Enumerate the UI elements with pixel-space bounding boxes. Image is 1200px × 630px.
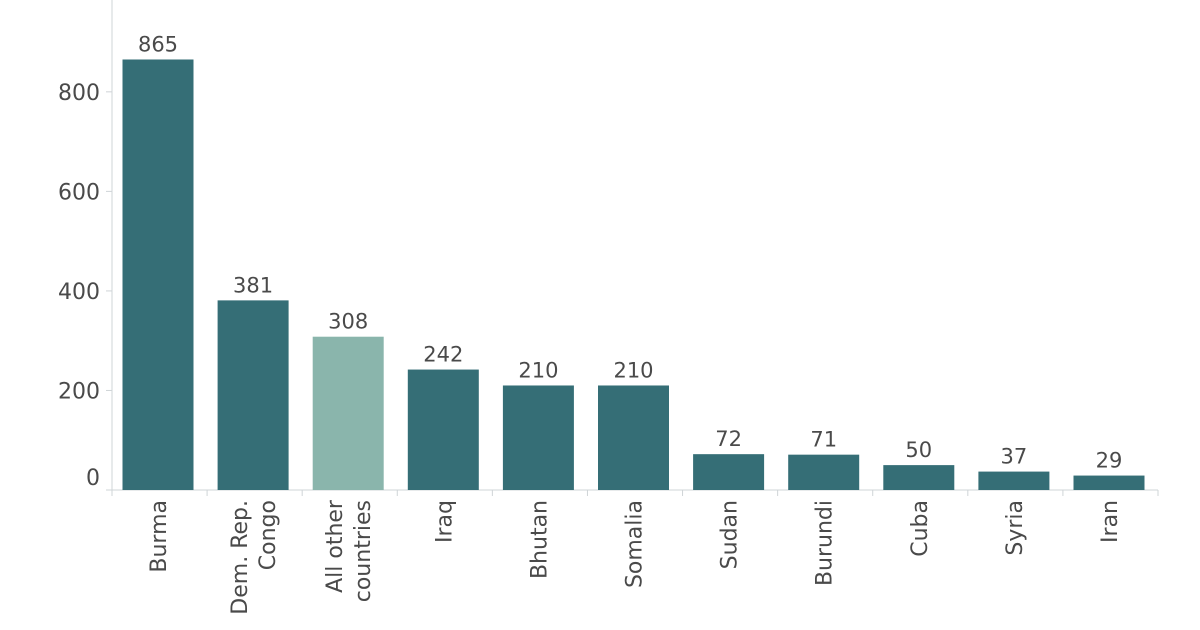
y-tick-label: 200: [58, 379, 100, 404]
x-tick-label: Iran: [1098, 500, 1123, 543]
bar: [1073, 475, 1145, 490]
bar: [407, 369, 479, 490]
x-tick-label: Burundi: [813, 500, 838, 586]
bar: [502, 385, 574, 490]
x-tick-label: Burma: [147, 500, 172, 573]
bar: [883, 465, 955, 490]
x-tick-label: All other: [323, 499, 348, 593]
bar: [788, 454, 860, 490]
y-tick-label: 400: [58, 280, 100, 305]
x-tick-label: Iraq: [432, 500, 457, 543]
value-label: 865: [138, 32, 178, 56]
y-tick-label: 600: [58, 180, 100, 205]
y-tick-label: 800: [58, 81, 100, 106]
bar: [312, 336, 384, 490]
bar: [978, 471, 1050, 490]
bar: [217, 300, 289, 490]
value-label: 210: [518, 358, 558, 382]
value-label: 37: [1001, 445, 1028, 469]
value-labels-layer: 865 381 308 242 210 210 72 71 50 37 29: [138, 32, 1122, 472]
x-tick-label: Cuba: [908, 500, 933, 557]
value-label: 242: [423, 343, 463, 367]
tick-labels-layer: 0 200 400 600 800 Burma Dem. Rep. Congo All othe…: [58, 81, 1159, 615]
value-label: 381: [233, 273, 273, 297]
value-label: 72: [715, 427, 742, 451]
x-tick-label: Bhutan: [527, 500, 552, 579]
value-label: 308: [328, 310, 368, 334]
value-label: 210: [613, 358, 653, 382]
value-label: 50: [905, 438, 932, 462]
bar: [693, 454, 765, 490]
x-tick-label: Somalia: [623, 500, 648, 588]
y-tick-label: 0: [86, 466, 100, 491]
bar: [122, 59, 194, 490]
bar: [598, 385, 669, 490]
x-tick-label: Sudan: [718, 500, 743, 569]
bars-layer: [122, 59, 1145, 490]
x-tick-label: countries: [351, 500, 376, 602]
x-tick-label: Dem. Rep.: [228, 500, 253, 615]
value-label: 71: [810, 428, 837, 452]
x-tick-label: Syria: [1003, 500, 1028, 556]
value-label: 29: [1096, 449, 1123, 473]
x-tick-label: Congo: [256, 500, 281, 570]
